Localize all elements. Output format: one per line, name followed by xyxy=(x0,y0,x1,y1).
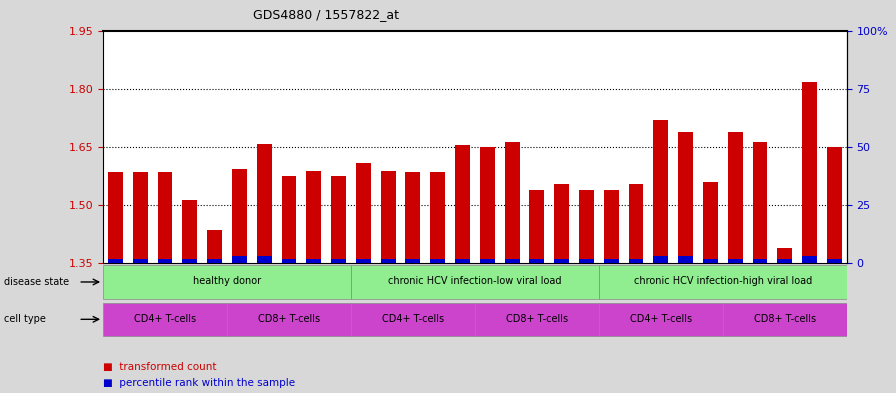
Bar xyxy=(158,259,172,263)
Bar xyxy=(475,303,599,336)
Bar xyxy=(103,265,351,299)
Text: chronic HCV infection-low viral load: chronic HCV infection-low viral load xyxy=(388,276,562,286)
Bar xyxy=(306,171,321,263)
Bar xyxy=(723,303,847,336)
Bar xyxy=(207,230,222,263)
Text: cell type: cell type xyxy=(4,314,47,324)
Bar xyxy=(108,259,123,263)
Bar xyxy=(629,184,643,263)
Bar xyxy=(599,303,723,336)
Bar xyxy=(728,259,743,263)
Bar xyxy=(778,248,792,263)
Bar xyxy=(281,176,297,263)
Bar xyxy=(530,259,544,263)
Text: CD8+ T-cells: CD8+ T-cells xyxy=(754,314,816,323)
Bar xyxy=(653,256,668,263)
Bar xyxy=(281,259,297,263)
Bar xyxy=(678,132,693,263)
Bar xyxy=(653,120,668,263)
Bar xyxy=(753,259,767,263)
Text: CD4+ T-cells: CD4+ T-cells xyxy=(630,314,692,323)
Bar xyxy=(332,259,346,263)
Bar xyxy=(257,143,271,263)
Bar xyxy=(381,171,395,263)
Bar xyxy=(257,256,271,263)
Bar xyxy=(455,145,470,263)
Text: CD8+ T-cells: CD8+ T-cells xyxy=(258,314,320,323)
Bar xyxy=(802,256,817,263)
Bar xyxy=(703,259,718,263)
Bar xyxy=(103,303,227,336)
Bar xyxy=(430,173,445,263)
Bar xyxy=(480,147,495,263)
Bar xyxy=(504,141,520,263)
Bar xyxy=(827,259,841,263)
Bar xyxy=(406,173,420,263)
Bar xyxy=(227,303,351,336)
Bar xyxy=(306,259,321,263)
Bar xyxy=(232,256,246,263)
Bar xyxy=(351,265,599,299)
Bar xyxy=(802,82,817,263)
Bar xyxy=(599,265,847,299)
Bar xyxy=(678,256,693,263)
Bar xyxy=(555,259,569,263)
Bar xyxy=(381,259,395,263)
Text: CD4+ T-cells: CD4+ T-cells xyxy=(134,314,196,323)
Bar xyxy=(356,259,371,263)
Bar xyxy=(133,173,148,263)
Bar xyxy=(778,259,792,263)
Bar xyxy=(530,190,544,263)
Bar xyxy=(480,259,495,263)
Bar xyxy=(108,173,123,263)
Bar xyxy=(604,190,618,263)
Bar xyxy=(158,173,172,263)
Bar xyxy=(753,141,767,263)
Bar xyxy=(356,163,371,263)
Bar xyxy=(629,259,643,263)
Bar xyxy=(183,259,197,263)
Bar xyxy=(430,259,445,263)
Bar xyxy=(183,200,197,263)
Bar xyxy=(207,259,222,263)
Text: ■  percentile rank within the sample: ■ percentile rank within the sample xyxy=(103,378,295,388)
Bar xyxy=(728,132,743,263)
Bar xyxy=(827,147,841,263)
Bar xyxy=(332,176,346,263)
Bar xyxy=(504,259,520,263)
Text: disease state: disease state xyxy=(4,277,70,287)
Text: chronic HCV infection-high viral load: chronic HCV infection-high viral load xyxy=(633,276,812,286)
Bar xyxy=(406,259,420,263)
Bar xyxy=(604,259,618,263)
Bar xyxy=(455,259,470,263)
Bar xyxy=(133,259,148,263)
Bar xyxy=(703,182,718,263)
Bar xyxy=(351,303,475,336)
Bar xyxy=(579,190,594,263)
Text: CD4+ T-cells: CD4+ T-cells xyxy=(382,314,444,323)
Text: GDS4880 / 1557822_at: GDS4880 / 1557822_at xyxy=(254,8,399,21)
Bar xyxy=(579,259,594,263)
Text: healthy donor: healthy donor xyxy=(193,276,261,286)
Text: ■  transformed count: ■ transformed count xyxy=(103,362,217,373)
Text: CD8+ T-cells: CD8+ T-cells xyxy=(505,314,568,323)
Bar xyxy=(555,184,569,263)
Bar xyxy=(232,169,246,263)
